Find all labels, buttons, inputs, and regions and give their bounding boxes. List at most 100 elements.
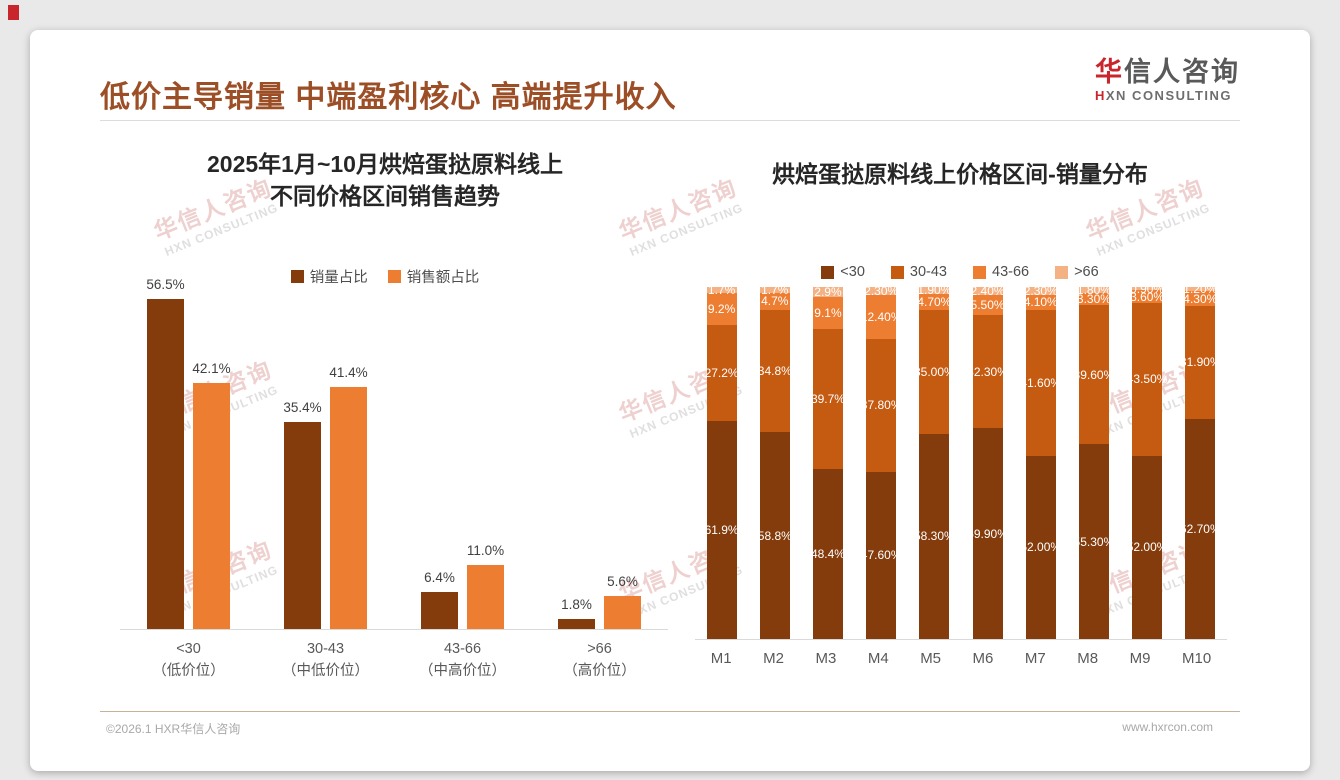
segment->66-M3: 2.9% <box>812 285 843 300</box>
right-legend-label-0: <30 <box>840 264 865 280</box>
segment-value-label: 34.8% <box>757 363 792 378</box>
left-bar-销售额占比->66: 5.6% <box>604 574 641 629</box>
right-legend-item-1: 30-43 <box>890 264 947 280</box>
right-category-label-M10: M10 <box>1181 650 1212 667</box>
footer-website: www.hxrcon.com <box>1122 720 1213 734</box>
left-bar-销售额占比-43-66: 11.0% <box>467 543 504 629</box>
stacked-column-M3: 48.4% 39.7% 9.1% 2.9% <box>811 285 845 639</box>
segment-43-66-M3: 9.1% <box>812 297 843 330</box>
left-bar-销量占比->66: 1.8% <box>558 597 595 629</box>
left-plot: 56.5% 42.1% 35.4% 41.4% 6.4% 11.0% 1.8% 5.6% <box>120 277 668 630</box>
watermark-en-text: HXN CONSULTING <box>1094 200 1213 259</box>
segment-<30-M10: 62.70% <box>1180 418 1221 639</box>
segment-value-label: 35.00% <box>913 364 955 379</box>
segment-43-66-M4: 12.40% <box>861 295 902 339</box>
right-legend-swatch-3 <box>1055 265 1069 279</box>
left-bar-销量占比-43-66: 6.4% <box>421 570 458 629</box>
segment-value-label: 58.8% <box>757 528 792 543</box>
left-category-label-<30: <30 （低价位） <box>129 638 249 683</box>
segment-value-label: 62.70% <box>1179 521 1221 536</box>
right-category-label-M7: M7 <box>1024 650 1046 667</box>
left-legend-label-1: 销售额占比 <box>406 270 480 286</box>
segment-value-label: 4.70% <box>917 295 952 309</box>
left-category-tier: （中高价位） <box>419 663 506 680</box>
segment->66-M9: 0.90% <box>1130 282 1164 296</box>
right-category-label-M2: M2 <box>763 650 784 667</box>
footer-divider <box>100 711 1240 712</box>
segment-value-label: 32.30% <box>967 364 1008 379</box>
segment-<30-M4: 47.60% <box>861 471 902 639</box>
logo-cn-rest: 信人咨询 <box>1124 57 1240 87</box>
segment-value-label: 9.2% <box>707 302 736 317</box>
left-category-tier: （低价位） <box>152 663 225 680</box>
segment-43-66-M2: 4.7% <box>759 293 790 310</box>
left-legend-item-1: 销售额占比 <box>387 266 480 287</box>
page-title: 低价主导销量 中端盈利核心 高端提升收入 <box>100 81 677 114</box>
corner-accent-mark <box>8 5 19 20</box>
left-bar-value-label: 41.4% <box>329 365 368 381</box>
bar-group-<30: 56.5% 42.1% <box>146 277 231 629</box>
left-category-label->66: >66 （高价位） <box>540 638 660 683</box>
slide: 低价主导销量 中端盈利核心 高端提升收入 华信人咨询 HXN CONSULTIN… <box>30 30 1310 771</box>
segment-value-label: 37.80% <box>860 398 902 413</box>
segment-value-label: 4.10% <box>1023 295 1058 310</box>
segment-<30-M2: 58.8% <box>757 432 792 639</box>
logo-en-rest: XN CONSULTING <box>1105 87 1233 103</box>
stacked-column-M1: 61.9% 27.2% 9.2% 1.7% <box>705 283 739 639</box>
segment-value-label: 2.40% <box>970 284 1005 299</box>
right-plot: 61.9% 27.2% 9.2% 1.7% 58.8% 34.8% 4.7% 1.7% 48.4… <box>695 282 1227 640</box>
left-bar-value-label: 1.8% <box>561 596 592 612</box>
left-category-tier: （高价位） <box>563 663 636 680</box>
segment-value-label: 58.30% <box>913 529 955 544</box>
left-category-label-43-66: 43-66 （中高价位） <box>403 638 523 683</box>
right-category-label-M5: M5 <box>920 650 942 667</box>
bar-group->66: 1.8% 5.6% <box>558 298 641 629</box>
right-category-label-M4: M4 <box>867 650 889 667</box>
segment-value-label: 12.40% <box>860 309 902 324</box>
left-bar-value-label: 42.1% <box>192 361 231 377</box>
segment-<30-M3: 48.4% <box>811 468 845 639</box>
logo-en-text: HXN CONSULTING <box>1095 88 1240 103</box>
segment-30-43-M3: 39.7% <box>811 329 845 469</box>
right-category-label-M8: M8 <box>1077 650 1099 667</box>
segment->66-M6: 2.40% <box>970 284 1005 299</box>
left-category-tier: （中低价位） <box>282 663 369 680</box>
left-bar-销量占比-30-43: 35.4% <box>283 400 322 629</box>
segment-value-label: 2.30% <box>1023 284 1058 299</box>
left-category-range: 30-43 <box>306 641 345 657</box>
segment-<30-M9: 52.00% <box>1127 455 1167 639</box>
logo-en-red: H <box>1095 87 1106 103</box>
right-category-label-M1: M1 <box>710 650 732 667</box>
segment-value-label: 0.90% <box>1130 281 1165 296</box>
segment-<30-M1: 61.9% <box>705 421 739 639</box>
left-legend-swatch-0 <box>290 270 304 283</box>
segment-<30-M5: 58.30% <box>914 433 955 639</box>
left-bar-value-label: 5.6% <box>607 574 638 590</box>
footer-copyright: ©2026.1 HXR华信人咨询 <box>106 722 241 736</box>
segment-value-label: 2.9% <box>814 285 842 300</box>
segment-value-label: 31.90% <box>1179 355 1221 370</box>
right-legend-label-2: 43-66 <box>992 264 1030 280</box>
bar-group-43-66: 6.4% 11.0% <box>421 298 504 629</box>
segment-value-label: 47.60% <box>860 548 902 563</box>
stacked-column-M6: 59.90% 32.30% 5.50% 2.40% <box>967 284 1008 639</box>
right-legend-swatch-1 <box>890 265 904 279</box>
segment-30-43-M4: 37.80% <box>861 338 902 472</box>
segment-value-label: 3.30% <box>1076 292 1111 307</box>
segment-value-label: 1.80% <box>1076 283 1111 298</box>
segment-value-label: 1.7% <box>761 283 789 298</box>
segment->66-M10: 1.20% <box>1183 282 1217 296</box>
segment-value-label: 1.20% <box>1183 282 1218 297</box>
stacked-column-M10: 62.70% 31.90% 4.30% 1.20% <box>1180 282 1221 639</box>
left-category-label-30-43: 30-43 （中低价位） <box>266 638 386 683</box>
segment-value-label: 43.50% <box>1126 372 1168 387</box>
segment-<30-M7: 52.00% <box>1020 455 1061 639</box>
right-legend-item-0: <30 <box>821 264 865 280</box>
right-legend-swatch-2 <box>973 265 986 279</box>
stacked-column-M9: 52.00% 43.50% 3.60% 0.90% <box>1127 282 1167 639</box>
right-legend-label-3: >66 <box>1074 264 1099 280</box>
segment-30-43-M9: 43.50% <box>1127 302 1167 456</box>
segment-30-43-M7: 41.60% <box>1020 309 1061 456</box>
left-chart-title-line2: 不同价格区间销售趋势 <box>270 183 500 210</box>
